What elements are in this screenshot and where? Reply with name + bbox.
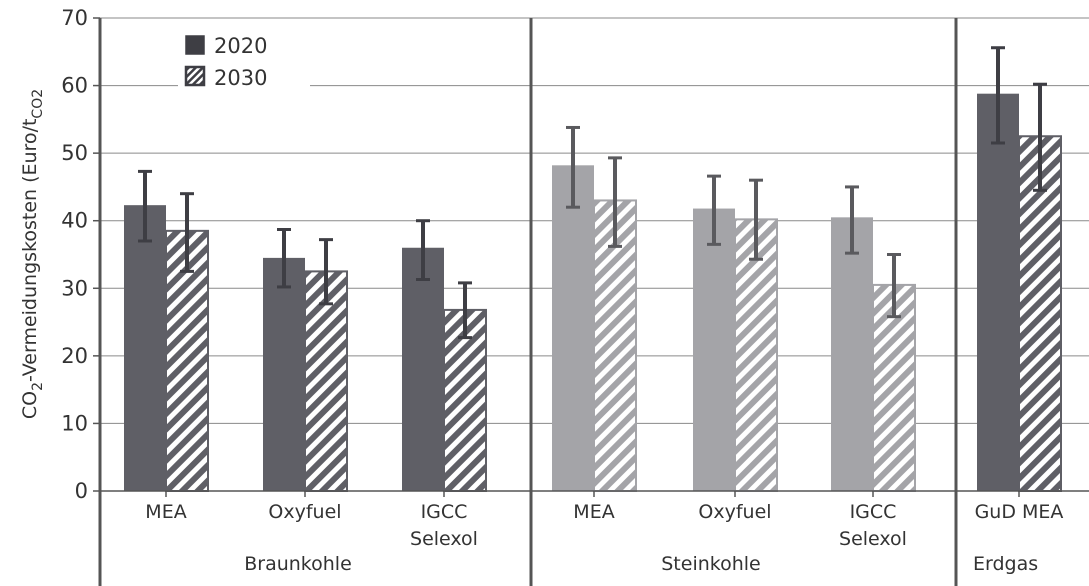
bar-2020-steinkohle-oxyfuel xyxy=(693,208,735,491)
category-label-steinkohle-mea-0: MEA xyxy=(573,501,614,523)
y-tick-label-40: 40 xyxy=(61,209,88,233)
y-tick-label-60: 60 xyxy=(61,74,88,98)
bars xyxy=(124,46,1062,492)
error-bar-2030-braunkohle-mea xyxy=(180,192,194,273)
group-label-erdgas: Erdgas xyxy=(973,553,1038,575)
bar-2030-braunkohle-igcc-selexol xyxy=(443,308,487,492)
error-bar-2030-braunkohle-igcc-selexol xyxy=(458,281,472,340)
legend-swatch-2020 xyxy=(185,35,205,55)
error-bar-2020-steinkohle-mea xyxy=(566,125,580,209)
category-label-steinkohle-igcc-selexol-0: IGCC xyxy=(850,501,897,523)
category-label-steinkohle-igcc-selexol-1: Selexol xyxy=(839,528,907,550)
error-bar-2020-erdgas-gud-mea xyxy=(991,46,1005,145)
bar-2020-steinkohle-igcc-selexol xyxy=(831,217,873,492)
legend: 2020 2030 xyxy=(178,28,310,92)
category-label-braunkohle-igcc-selexol-1: Selexol xyxy=(410,528,478,550)
bar-2020-erdgas-gud-mea xyxy=(977,93,1019,492)
error-bar-2020-steinkohle-oxyfuel xyxy=(707,174,721,246)
category-label-braunkohle-oxyfuel-0: Oxyfuel xyxy=(268,501,341,523)
bar-2030-steinkohle-mea xyxy=(593,199,637,492)
legend-label-2020: 2020 xyxy=(214,34,267,58)
legend-label-2030: 2030 xyxy=(214,66,267,90)
category-label-braunkohle-mea-0: MEA xyxy=(145,501,186,523)
bar-2020-braunkohle-igcc-selexol xyxy=(402,247,444,491)
bar-2020-braunkohle-mea xyxy=(124,205,166,491)
bar-2020-steinkohle-mea xyxy=(552,165,594,491)
y-tick-label-30: 30 xyxy=(61,276,88,300)
bar-2020-braunkohle-oxyfuel xyxy=(263,257,305,491)
legend-swatch-2030 xyxy=(184,65,206,87)
error-bar-2020-braunkohle-igcc-selexol xyxy=(416,219,430,282)
error-bar-2020-braunkohle-oxyfuel xyxy=(277,227,291,289)
error-bar-2030-steinkohle-igcc-selexol xyxy=(887,253,901,319)
bar-2030-erdgas-gud-mea xyxy=(1018,135,1062,492)
y-tick-label-20: 20 xyxy=(61,344,88,368)
error-bar-2020-braunkohle-mea xyxy=(138,169,152,243)
category-label-braunkohle-igcc-selexol-0: IGCC xyxy=(421,501,468,523)
error-bar-2030-steinkohle-oxyfuel xyxy=(749,178,763,261)
group-label-steinkohle: Steinkohle xyxy=(661,553,760,575)
error-bar-2020-steinkohle-igcc-selexol xyxy=(845,185,859,255)
error-bar-2030-erdgas-gud-mea xyxy=(1033,82,1047,192)
group-label-braunkohle: Braunkohle xyxy=(244,553,352,575)
y-tick-label-50: 50 xyxy=(61,141,88,165)
error-bar-2030-steinkohle-mea xyxy=(608,156,622,248)
y-tick-label-0: 0 xyxy=(75,479,88,503)
y-tick-label-10: 10 xyxy=(61,411,88,435)
category-label-steinkohle-oxyfuel-0: Oxyfuel xyxy=(698,501,771,523)
y-axis-label: CO2-Vermeidungskosten (Euro/tCO2 xyxy=(19,89,46,419)
error-bar-2030-braunkohle-oxyfuel xyxy=(319,238,333,306)
category-label-erdgas-gud-mea-0: GuD MEA xyxy=(975,501,1064,523)
bar-2030-steinkohle-igcc-selexol xyxy=(872,283,916,492)
y-tick-label-70: 70 xyxy=(61,6,88,30)
